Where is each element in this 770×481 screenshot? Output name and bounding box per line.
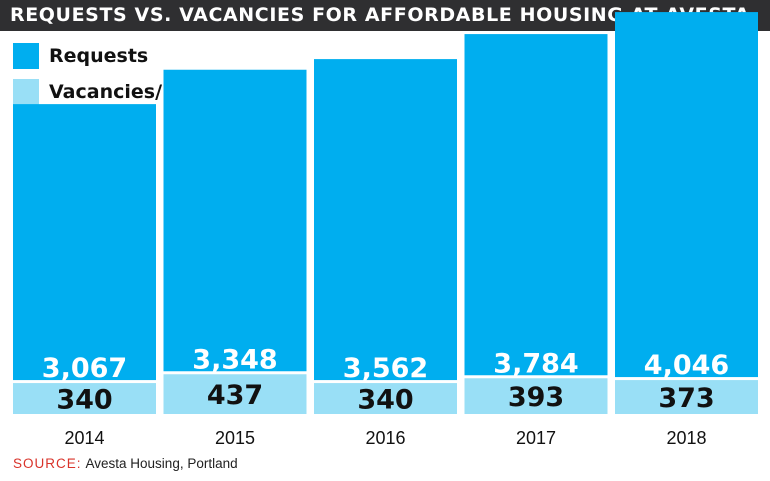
requests-value-label-2018: 4,046: [644, 350, 729, 381]
chart-title: REQUESTS VS. VACANCIES FOR AFFORDABLE HO…: [0, 0, 770, 31]
requests-value-label-2015: 3,348: [192, 344, 277, 375]
legend-swatch-vacancies: [13, 79, 39, 105]
vacancies-value-label-2016: 340: [357, 385, 413, 416]
legend-label-vacancies: Vacancies/Move-ins: [49, 81, 259, 103]
x-tick-label-2016: 2016: [365, 428, 405, 448]
legend-label-requests: Requests: [49, 45, 149, 67]
requests-bar-2018: [615, 12, 758, 378]
vacancies-value-label-2017: 393: [508, 382, 564, 413]
legend-item-vacancies: Vacancies/Move-ins: [13, 78, 258, 106]
vacancies-bar-2018: [615, 380, 758, 414]
requests-value-label-2017: 3,784: [493, 348, 578, 379]
legend: Requests Vacancies/Move-ins: [13, 42, 258, 114]
x-tick-label-2014: 2014: [64, 428, 104, 448]
x-tick-label-2017: 2017: [516, 428, 556, 448]
requests-value-label-2016: 3,562: [343, 353, 428, 384]
vacancies-value-label-2015: 437: [207, 380, 263, 411]
vacancies-bar-2017: [464, 378, 608, 414]
legend-item-requests: Requests: [13, 42, 258, 70]
x-tick-label-2018: 2018: [666, 428, 706, 448]
source-key: SOURCE:: [13, 456, 82, 471]
requests-bar-2015: [163, 69, 307, 372]
source-text: Avesta Housing, Portland: [85, 456, 238, 471]
requests-bar-2014: [13, 104, 156, 381]
source-note: SOURCE: Avesta Housing, Portland: [13, 456, 238, 471]
vacancies-bar-2015: [163, 374, 307, 414]
vacancies-value-label-2018: 373: [658, 383, 714, 414]
vacancies-value-label-2014: 340: [56, 385, 112, 416]
vacancies-bar-2014: [13, 383, 156, 414]
legend-swatch-requests: [13, 43, 39, 69]
requests-bar-2016: [314, 59, 457, 381]
vacancies-bar-2016: [314, 383, 457, 414]
x-tick-label-2015: 2015: [215, 428, 255, 448]
requests-value-label-2014: 3,067: [42, 353, 127, 384]
requests-bar-2017: [464, 34, 608, 376]
